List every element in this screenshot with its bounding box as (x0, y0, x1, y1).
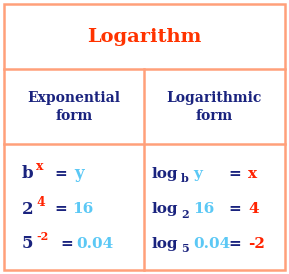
Text: 2: 2 (181, 209, 189, 219)
Text: Logarithm: Logarithm (87, 28, 201, 46)
Text: b: b (181, 173, 189, 184)
Text: b: b (22, 165, 34, 182)
Text: =: = (228, 237, 241, 251)
Text: 5: 5 (22, 235, 34, 253)
Text: -2: -2 (248, 237, 265, 251)
Text: =: = (54, 202, 67, 216)
Text: 16: 16 (193, 202, 214, 216)
Text: log: log (152, 167, 179, 181)
Text: 5: 5 (181, 244, 189, 255)
Text: Logarithmic
form: Logarithmic form (166, 91, 262, 123)
Text: -2: -2 (36, 232, 48, 242)
Text: =: = (228, 167, 241, 181)
Text: 2: 2 (22, 201, 34, 218)
Text: =: = (60, 237, 73, 251)
Text: =: = (228, 202, 241, 216)
Text: Exponential
form: Exponential form (27, 91, 121, 123)
Text: 16: 16 (72, 202, 93, 216)
Text: 0.04: 0.04 (76, 237, 113, 251)
Text: y: y (74, 165, 84, 182)
Text: 4: 4 (248, 202, 259, 216)
Text: 0.04: 0.04 (193, 237, 230, 251)
Text: y: y (193, 167, 202, 181)
Text: 4: 4 (36, 196, 45, 209)
Text: log: log (152, 237, 179, 251)
Text: x: x (36, 161, 44, 173)
Text: =: = (54, 167, 67, 181)
Text: log: log (152, 202, 179, 216)
Text: x: x (248, 167, 257, 181)
